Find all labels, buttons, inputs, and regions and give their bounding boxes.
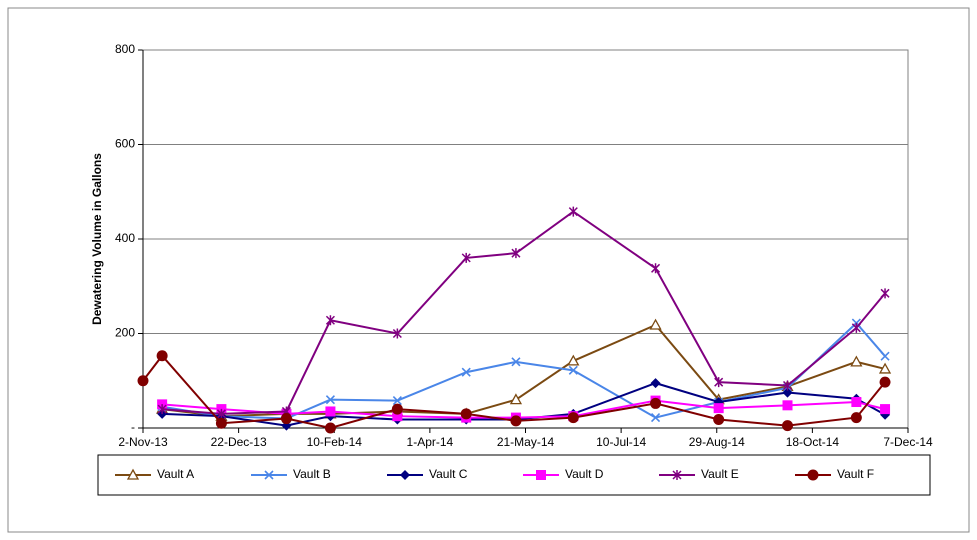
legend-label: Vault A (157, 467, 194, 481)
marker (567, 412, 579, 424)
marker (714, 377, 724, 388)
marker (650, 397, 662, 409)
marker (651, 263, 661, 274)
y-tick-label: 600 (115, 137, 135, 151)
legend-marker (400, 470, 410, 480)
marker (392, 396, 402, 406)
marker (782, 387, 793, 398)
marker (650, 378, 661, 389)
marker (156, 350, 168, 362)
y-tick-label: 400 (115, 231, 135, 245)
legend-marker (126, 468, 140, 480)
legend-marker (536, 470, 546, 480)
marker (850, 412, 862, 424)
x-tick-label: 7-Dec-14 (883, 435, 933, 449)
legend-marker (264, 470, 274, 480)
x-tick-label: 2-Nov-13 (118, 435, 168, 449)
marker (325, 406, 336, 417)
x-tick-label: 18-Oct-14 (786, 435, 840, 449)
marker (850, 355, 863, 367)
marker (392, 328, 402, 339)
legend-label: Vault D (565, 467, 604, 481)
legend-marker (672, 470, 682, 480)
marker (461, 252, 471, 263)
marker (216, 408, 226, 419)
x-tick-label: 1-Apr-14 (407, 435, 454, 449)
marker (782, 420, 794, 432)
y-tick-label: - (131, 420, 135, 434)
marker (782, 380, 793, 391)
marker (782, 400, 793, 411)
y-tick-label: 800 (115, 42, 135, 56)
marker (510, 415, 522, 427)
marker (511, 248, 521, 259)
y-tick-label: 200 (115, 326, 135, 340)
marker (137, 375, 149, 387)
legend-label: Vault C (429, 467, 468, 481)
legend-marker (807, 469, 819, 481)
marker (511, 357, 521, 367)
marker (392, 411, 403, 422)
x-tick-label: 21-May-14 (497, 435, 555, 449)
legend-box (97, 454, 931, 496)
marker (568, 206, 578, 217)
x-tick-label: 22-Dec-13 (211, 435, 267, 449)
legend-label: Vault B (293, 467, 331, 481)
marker (568, 365, 578, 375)
marker (325, 315, 335, 326)
marker (879, 376, 891, 388)
marker (650, 413, 661, 423)
marker (280, 413, 292, 425)
marker (880, 351, 890, 361)
marker (851, 397, 862, 408)
marker (880, 404, 891, 415)
marker (851, 322, 861, 333)
marker (157, 404, 167, 415)
marker (460, 408, 472, 420)
marker (215, 417, 227, 429)
marker (713, 403, 724, 414)
y-axis-title: Dewatering Volume in Gallons (90, 153, 104, 325)
marker (509, 393, 523, 405)
marker (649, 318, 662, 330)
marker (391, 403, 403, 415)
marker (713, 413, 725, 425)
marker (880, 288, 890, 299)
legend-label: Vault E (701, 467, 739, 481)
marker (325, 395, 335, 405)
marker (567, 354, 580, 366)
legend-label: Vault F (837, 467, 874, 481)
marker (878, 362, 892, 374)
series-line (142, 354, 886, 430)
x-tick-label: 10-Feb-14 (307, 435, 363, 449)
chart-frame (7, 7, 970, 533)
x-tick-label: 10-Jul-14 (596, 435, 646, 449)
marker (461, 367, 471, 377)
x-tick-label: 29-Aug-14 (689, 435, 745, 449)
marker (324, 422, 336, 434)
